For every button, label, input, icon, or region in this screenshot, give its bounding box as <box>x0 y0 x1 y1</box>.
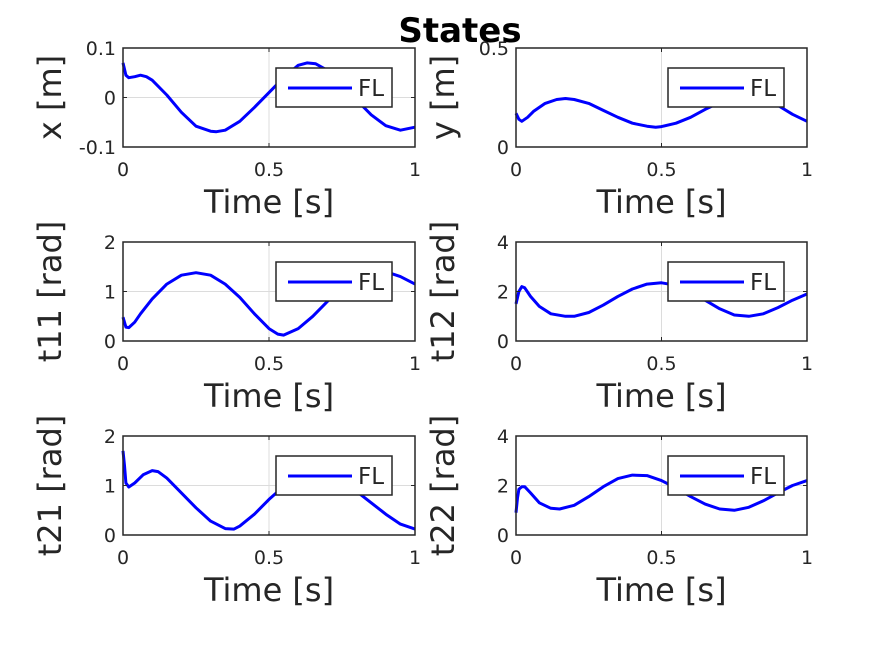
series-line-fl <box>514 473 808 513</box>
subplot-3: FL 0 0.5 1 0 1 2 Time [s] t11 [rad] <box>31 221 421 415</box>
legend: FL <box>667 261 785 302</box>
y-tick-label: 1 <box>104 282 116 304</box>
x-tick-label: 0 <box>510 353 522 375</box>
y-tick-label: 0.5 <box>479 38 509 60</box>
subplot-5: FL 0 0.5 1 0 1 2 Time [s] t21 [rad] <box>31 415 421 609</box>
y-tick-label: 0 <box>104 331 116 353</box>
y-axis-label: t11 [rad] <box>31 221 69 362</box>
y-tick-label: 0 <box>104 525 116 547</box>
x-tick-label: 0 <box>510 547 522 569</box>
legend-label: FL <box>750 76 776 102</box>
y-axis-label: y [m] <box>424 55 462 140</box>
legend: FL <box>667 455 785 496</box>
x-axis-label: Time [s] <box>595 183 726 221</box>
y-tick-label: 0 <box>497 137 509 159</box>
y-tick-label: 0 <box>497 331 509 353</box>
x-axis-label: Time [s] <box>203 183 334 221</box>
legend: FL <box>275 455 393 496</box>
y-tick-label: 4 <box>497 232 509 254</box>
x-axis-label: Time [s] <box>203 571 334 609</box>
x-tick-label: 0.5 <box>254 547 284 569</box>
x-axis-label: Time [s] <box>595 377 726 415</box>
legend: FL <box>275 67 393 108</box>
legend-label: FL <box>750 270 776 296</box>
x-tick-label: 0 <box>510 159 522 181</box>
legend-label: FL <box>750 464 776 490</box>
x-tick-label: 0 <box>117 353 129 375</box>
y-tick-label: 1 <box>104 476 116 498</box>
x-tick-label: 0 <box>117 159 129 181</box>
x-tick-label: 1 <box>801 547 813 569</box>
legend-label: FL <box>358 76 384 102</box>
y-axis-label: t21 [rad] <box>31 415 69 556</box>
x-tick-label: 1 <box>801 353 813 375</box>
x-tick-label: 1 <box>409 353 421 375</box>
y-tick-label: 0 <box>104 88 116 110</box>
x-tick-label: 1 <box>801 159 813 181</box>
legend-label: FL <box>358 464 384 490</box>
subplot-4: FL 0 0.5 1 0 2 4 Time [s] t12 [rad] <box>424 221 813 415</box>
y-tick-label: 2 <box>104 426 116 448</box>
x-tick-label: 0.5 <box>254 159 284 181</box>
y-tick-label: 2 <box>497 476 509 498</box>
y-tick-label: 2 <box>497 282 509 304</box>
legend: FL <box>275 261 393 302</box>
x-tick-label: 0 <box>117 547 129 569</box>
figure-title: States <box>398 11 521 51</box>
x-tick-label: 1 <box>409 547 421 569</box>
y-tick-label: -0.1 <box>79 137 116 159</box>
y-axis-label: t22 [rad] <box>424 415 462 556</box>
y-tick-label: 2 <box>104 232 116 254</box>
x-tick-label: 0.5 <box>646 547 676 569</box>
x-tick-label: 0.5 <box>646 159 676 181</box>
legend: FL <box>667 67 785 108</box>
x-tick-label: 1 <box>409 159 421 181</box>
y-tick-label: 0.1 <box>86 38 116 60</box>
y-tick-label: 4 <box>497 426 509 448</box>
y-tick-label: 0 <box>497 525 509 547</box>
x-axis-label: Time [s] <box>595 571 726 609</box>
y-axis-label: x [m] <box>31 55 69 140</box>
x-axis-label: Time [s] <box>203 377 334 415</box>
y-axis-label: t12 [rad] <box>424 221 462 362</box>
legend-label: FL <box>358 270 384 296</box>
x-tick-label: 0.5 <box>646 353 676 375</box>
subplot-6: FL 0 0.5 1 0 2 4 Time [s] t22 [rad] <box>424 415 813 609</box>
x-tick-label: 0.5 <box>254 353 284 375</box>
series-line-fl <box>514 281 808 318</box>
